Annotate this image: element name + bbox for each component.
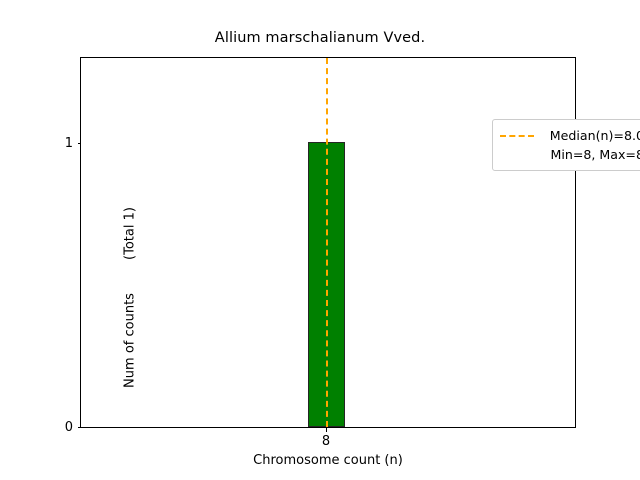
plot-inner — [81, 58, 575, 427]
legend-label-median: Median(n)=8.0 — [549, 128, 640, 143]
chart-title: Allium marschalianum Vved. — [214, 30, 426, 46]
ytick-mark-0 — [77, 427, 81, 428]
ytick-label-0: 0 — [64, 420, 73, 435]
median-line — [326, 58, 328, 427]
y-axis-label: Num of counts — [122, 293, 138, 388]
ytick-mark-1 — [77, 143, 81, 144]
x-axis-label: Chromosome count (n) — [253, 453, 403, 468]
y-axis-total-label: (Total 1) — [122, 207, 138, 260]
xtick-mark-8 — [326, 428, 327, 432]
legend-item-median: Median(n)=8.0 — [500, 126, 640, 145]
legend-item-minmax: Min=8, Max=8 — [500, 145, 640, 164]
ytick-label-1: 1 — [64, 136, 73, 151]
legend: Median(n)=8.0 Min=8, Max=8 — [492, 119, 640, 171]
legend-dashed-line-icon — [500, 134, 534, 137]
legend-label-minmax: Min=8, Max=8 — [550, 147, 640, 162]
xtick-label-8: 8 — [321, 434, 331, 449]
plot-area: 0 1 8 Num of counts (Total 1) Median(n)=… — [65, 57, 640, 449]
